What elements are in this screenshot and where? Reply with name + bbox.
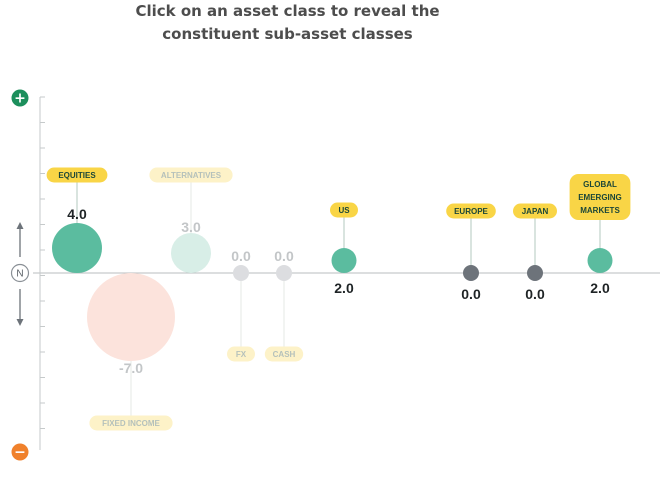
label-pill-text: EQUITIES bbox=[58, 171, 96, 180]
scale-axis: N + − bbox=[10, 89, 660, 461]
bubble-alternatives[interactable]: 3.0 ALTERNATIVES bbox=[149, 167, 233, 274]
bubble-global-emerging-markets[interactable]: 2.0 GLOBAL EMERGING MARKETS bbox=[569, 174, 631, 296]
down-arrow-icon bbox=[16, 319, 24, 326]
bubbles: 4.0 EQUITIES -7.0 FIXED INCOME 3.0 ALTERNATIV… bbox=[46, 167, 631, 431]
value-label: 0.0 bbox=[461, 286, 481, 302]
up-arrow-icon bbox=[16, 222, 24, 229]
label-pill[interactable] bbox=[330, 202, 358, 218]
neutral-label: N bbox=[16, 269, 23, 280]
label-pill[interactable] bbox=[46, 167, 108, 183]
plus-icon[interactable] bbox=[11, 89, 29, 107]
bubble-fixed-income[interactable]: -7.0 FIXED INCOME bbox=[87, 273, 175, 431]
chart-title: Click on an asset class to reveal the co… bbox=[0, 0, 575, 46]
bubble-mark[interactable] bbox=[233, 265, 249, 281]
label-pill-text: US bbox=[338, 206, 350, 215]
neutral-icon bbox=[10, 263, 30, 283]
bubble-mark[interactable] bbox=[463, 265, 479, 281]
label-pill[interactable] bbox=[446, 203, 496, 219]
label-pill[interactable] bbox=[227, 346, 255, 362]
label-pill-text: EUROPE bbox=[454, 207, 488, 216]
label-pill-text: FIXED INCOME bbox=[102, 419, 160, 428]
bubble-europe[interactable]: 0.0 EUROPE bbox=[446, 203, 496, 303]
minus-icon[interactable] bbox=[11, 443, 29, 461]
bubble-fx[interactable]: 0.0 FX bbox=[227, 248, 255, 362]
label-pill-text: ALTERNATIVES bbox=[161, 171, 222, 180]
bubble-japan[interactable]: 0.0 JAPAN bbox=[513, 203, 557, 303]
value-label: 2.0 bbox=[334, 280, 354, 296]
title-line-2: constituent sub-asset classes bbox=[162, 25, 413, 43]
value-label: -7.0 bbox=[119, 360, 143, 376]
label-pill[interactable] bbox=[264, 346, 304, 362]
bubble-mark[interactable] bbox=[276, 265, 292, 281]
label-pill-text: CASH bbox=[273, 350, 296, 359]
label-pill-text: FX bbox=[236, 350, 247, 359]
value-label: 0.0 bbox=[231, 248, 251, 264]
bubble-cash[interactable]: 0.0 CASH bbox=[264, 248, 304, 362]
bubble-mark[interactable] bbox=[587, 248, 613, 273]
value-label: 4.0 bbox=[67, 206, 87, 222]
bubble-us[interactable]: 2.0 US bbox=[330, 202, 358, 297]
minus-icon-glyph: − bbox=[14, 445, 26, 461]
bubble-mark[interactable] bbox=[87, 273, 175, 361]
value-label: 2.0 bbox=[590, 280, 610, 296]
bubble-mark[interactable] bbox=[527, 265, 543, 281]
label-pill[interactable] bbox=[513, 203, 557, 219]
label-pill-text: JAPAN bbox=[522, 207, 549, 216]
bubble-mark[interactable] bbox=[331, 248, 357, 273]
title-line-1: Click on an asset class to reveal the bbox=[135, 2, 440, 20]
value-label: 0.0 bbox=[525, 286, 545, 302]
bubble-mark[interactable] bbox=[171, 233, 211, 273]
plus-icon-glyph: + bbox=[14, 91, 26, 107]
label-pill[interactable] bbox=[89, 415, 173, 431]
label-pill[interactable] bbox=[149, 167, 233, 183]
value-label: 0.0 bbox=[274, 248, 294, 264]
bubble-mark[interactable] bbox=[52, 223, 102, 273]
label-pill[interactable] bbox=[569, 174, 631, 220]
label-pill-text: GLOBAL EMERGING MARKETS bbox=[578, 180, 622, 215]
bubble-equities[interactable]: 4.0 EQUITIES bbox=[46, 167, 108, 274]
value-label: 3.0 bbox=[181, 219, 201, 235]
